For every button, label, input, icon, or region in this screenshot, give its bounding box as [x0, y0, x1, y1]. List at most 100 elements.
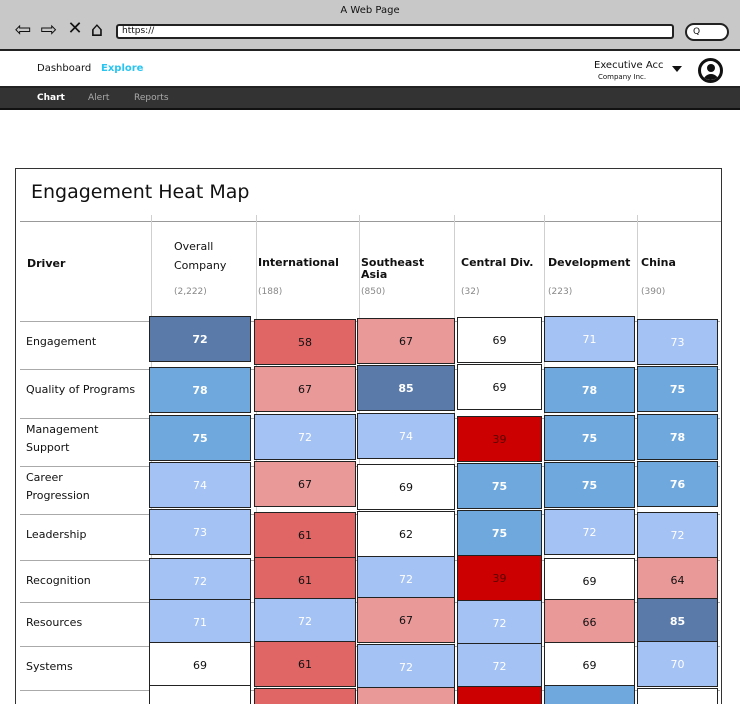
- heatmap-cell[interactable]: 61: [254, 557, 356, 603]
- column-header: Development: [548, 257, 630, 269]
- row-label-text: Recognition: [26, 572, 91, 590]
- close-icon[interactable]: ✕: [67, 18, 83, 39]
- heatmap-cell[interactable]: 78: [149, 367, 251, 413]
- column-count: (223): [548, 287, 573, 297]
- row-label: Leadership: [26, 514, 156, 555]
- heatmap-cell[interactable]: 71: [544, 316, 635, 362]
- heatmap-cell[interactable]: 75: [544, 415, 635, 461]
- heatmap-cell[interactable]: [149, 685, 251, 704]
- heatmap-cell[interactable]: 72: [357, 556, 455, 602]
- row-label-line: Resources: [26, 615, 83, 629]
- heatmap-cell[interactable]: 72: [254, 598, 356, 644]
- heatmap-cell[interactable]: 72: [544, 509, 635, 555]
- row-label-line: Recognition: [26, 573, 91, 587]
- row-label: Recognition: [26, 560, 156, 601]
- heatmap-cell[interactable]: 75: [544, 462, 635, 508]
- heatmap-cell[interactable]: 75: [149, 415, 251, 461]
- heatmap-cell[interactable]: 76: [637, 461, 718, 507]
- url-input[interactable]: https://: [116, 24, 674, 39]
- column-header-line: Central Div.: [461, 256, 534, 269]
- heatmap-cell[interactable]: 72: [457, 643, 542, 689]
- column-header: China: [641, 257, 676, 269]
- row-label-text: Leadership: [26, 526, 86, 544]
- column-count: (2,222): [174, 287, 207, 297]
- heatmap-panel: Engagement Heat Map Driver Overall Compan…: [15, 168, 722, 704]
- heatmap-cell[interactable]: 67: [357, 318, 455, 364]
- heatmap-cell[interactable]: 71: [149, 599, 251, 645]
- heatmap-cell[interactable]: 61: [254, 512, 356, 558]
- app-header: Dashboard Explore Executive Acc Company …: [0, 53, 740, 88]
- chevron-down-icon[interactable]: [672, 66, 682, 72]
- heatmap-cell[interactable]: 75: [457, 463, 542, 509]
- heatmap-cell[interactable]: 67: [254, 461, 356, 507]
- row-label-text: Systems: [26, 658, 73, 676]
- row-label-line: Progression: [26, 488, 90, 502]
- heatmap-cell[interactable]: 75: [457, 510, 542, 556]
- row-label-text: Management Support: [26, 421, 98, 457]
- avatar-icon[interactable]: [698, 58, 723, 83]
- heatmap-cell[interactable]: 69: [457, 317, 542, 363]
- heatmap-cell[interactable]: 72: [149, 316, 251, 362]
- heatmap-cell[interactable]: [357, 687, 455, 704]
- heatmap-cell[interactable]: 58: [254, 319, 356, 365]
- heatmap-cell[interactable]: 78: [637, 414, 718, 460]
- heatmap-cell[interactable]: 61: [254, 641, 356, 687]
- tab-alert[interactable]: Alert: [88, 93, 110, 103]
- heatmap-cell[interactable]: 64: [637, 557, 718, 603]
- column-header: Overall Company: [174, 237, 226, 275]
- column-header-line: International: [258, 256, 339, 269]
- heatmap-cell[interactable]: 72: [149, 558, 251, 604]
- row-label-line: Career: [26, 470, 63, 484]
- heatmap-cell[interactable]: 39: [457, 555, 542, 601]
- heatmap-cell[interactable]: 69: [544, 558, 635, 604]
- home-icon[interactable]: ⌂: [90, 17, 104, 41]
- heatmap-cell[interactable]: 85: [357, 365, 455, 411]
- heatmap-cell[interactable]: 72: [457, 600, 542, 646]
- nav-dashboard[interactable]: Dashboard: [37, 63, 92, 74]
- heatmap-cell[interactable]: 69: [544, 642, 635, 688]
- heatmap-cell[interactable]: 78: [544, 367, 635, 413]
- heatmap-cell[interactable]: 85: [637, 598, 718, 644]
- column-header-line: Overall: [174, 240, 214, 253]
- column-count: (32): [461, 287, 480, 297]
- row-label: Systems: [26, 646, 156, 687]
- nav-explore[interactable]: Explore: [101, 63, 144, 74]
- heatmap-cell[interactable]: [457, 686, 542, 704]
- column-header-line: Company: [174, 259, 227, 272]
- tab-chart[interactable]: Chart: [37, 93, 65, 103]
- back-arrow-icon[interactable]: ⇦: [14, 17, 32, 41]
- row-label-line: Quality of Programs: [26, 382, 136, 396]
- heatmap-cell[interactable]: [544, 685, 635, 704]
- heatmap-cell[interactable]: 69: [357, 464, 455, 510]
- heatmap-cell[interactable]: 74: [357, 413, 455, 459]
- search-icon[interactable]: Q: [685, 23, 729, 41]
- row-label-text: Engagement: [26, 333, 96, 351]
- row-label-line: Engagement: [26, 334, 97, 348]
- heatmap-cell[interactable]: [254, 688, 356, 704]
- heatmap-cell[interactable]: 62: [357, 511, 455, 557]
- heatmap-cell[interactable]: 72: [254, 414, 356, 460]
- heatmap-cell[interactable]: 39: [457, 416, 542, 462]
- heatmap-cell[interactable]: [637, 688, 718, 704]
- heatmap-cell[interactable]: 74: [149, 462, 251, 508]
- driver-column-header: Driver: [27, 257, 66, 270]
- heatmap-cell[interactable]: 70: [637, 641, 718, 687]
- column-header-line: Development: [548, 256, 631, 269]
- heatmap-cell[interactable]: 73: [149, 509, 251, 555]
- forward-arrow-icon[interactable]: ⇨: [40, 17, 58, 41]
- column-header: International: [258, 257, 339, 269]
- heatmap-cell[interactable]: 69: [457, 364, 542, 410]
- heatmap-cell[interactable]: 73: [637, 319, 718, 365]
- tab-reports[interactable]: Reports: [134, 93, 169, 103]
- heatmap-cell[interactable]: 72: [357, 644, 455, 690]
- heatmap-cell[interactable]: 72: [637, 512, 718, 558]
- heatmap-cell[interactable]: 69: [149, 642, 251, 688]
- heatmap-cell[interactable]: 75: [637, 366, 718, 412]
- row-label-line: Systems: [26, 659, 73, 673]
- column-divider: [359, 215, 360, 704]
- heatmap-cell[interactable]: 67: [254, 366, 356, 412]
- heatmap-cell[interactable]: 66: [544, 599, 635, 645]
- column-header-line: China: [641, 256, 676, 269]
- divider: [20, 221, 721, 222]
- heatmap-cell[interactable]: 67: [357, 597, 455, 643]
